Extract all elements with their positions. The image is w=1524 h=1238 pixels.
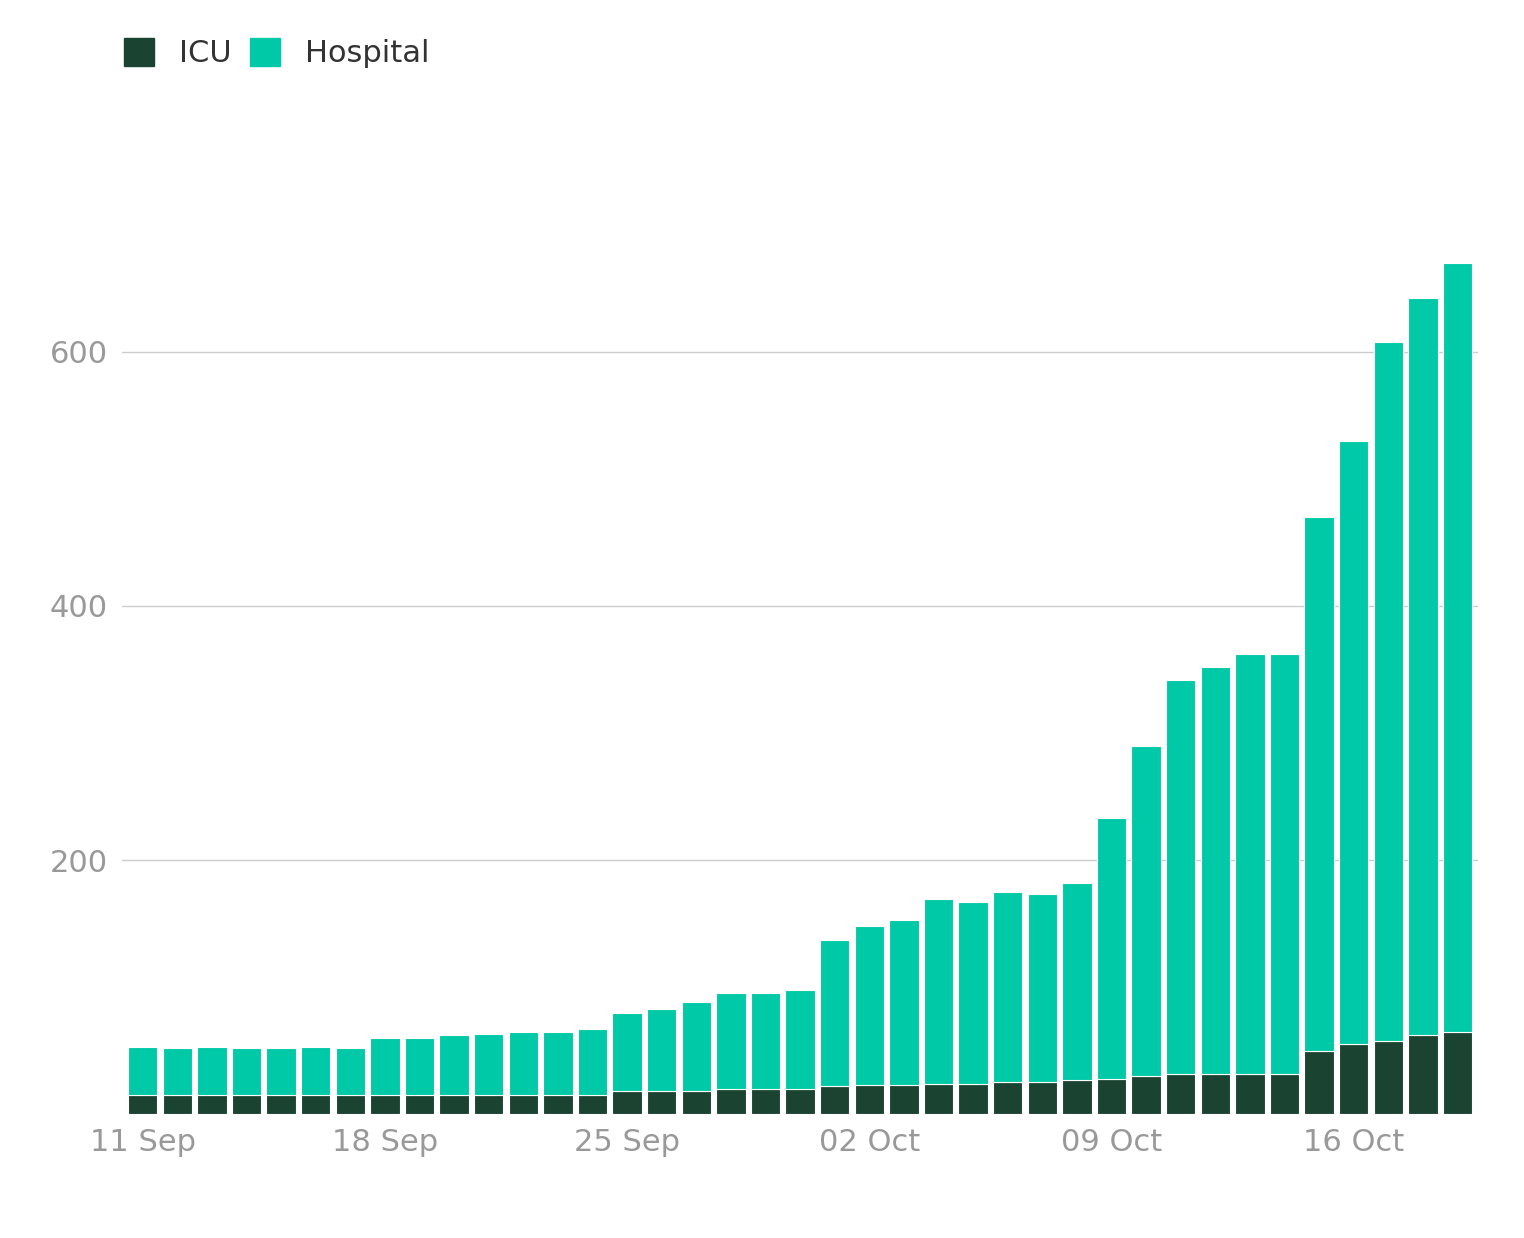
Bar [681,1092,712,1114]
Bar [716,1088,745,1114]
Bar [959,903,988,1083]
Bar [300,1096,331,1114]
Bar [267,1049,296,1096]
Bar [1269,1073,1300,1114]
Bar [1236,1073,1265,1114]
Bar [613,1013,642,1092]
Bar [439,1035,469,1096]
Bar [751,993,780,1088]
Bar [1201,1073,1230,1114]
Bar [300,1047,331,1096]
Bar [474,1034,503,1096]
Bar [1097,818,1126,1078]
Bar [924,900,952,1083]
Bar [1062,1080,1091,1114]
Bar [648,1009,677,1092]
Bar [370,1037,399,1096]
Bar [370,1096,399,1114]
Bar [959,1083,988,1114]
Bar [197,1096,227,1114]
Bar [509,1096,538,1114]
Bar [543,1096,573,1114]
Bar [1166,680,1195,1073]
Bar [128,1096,157,1114]
Bar [1027,1082,1058,1114]
Bar [232,1049,261,1096]
Bar [163,1049,192,1096]
Bar [994,1082,1023,1114]
Bar [1269,654,1300,1073]
Bar [1340,1045,1369,1114]
Bar [197,1047,227,1096]
Bar [681,1003,712,1092]
Bar [855,926,884,1084]
Bar [888,1084,919,1114]
Bar [267,1096,296,1114]
Bar [128,1047,157,1096]
Bar [335,1049,364,1096]
Legend: ICU, Hospital: ICU, Hospital [123,38,430,68]
Bar [613,1092,642,1114]
Bar [1166,1073,1195,1114]
Bar [1027,894,1058,1082]
Bar [543,1031,573,1096]
Bar [1408,298,1437,1035]
Bar [855,1084,884,1114]
Bar [994,891,1023,1082]
Bar [1201,667,1230,1073]
Bar [474,1096,503,1114]
Bar [163,1096,192,1114]
Bar [1373,342,1404,1040]
Bar [578,1029,607,1096]
Bar [1373,1040,1404,1114]
Bar [648,1092,677,1114]
Bar [1062,883,1091,1080]
Bar [716,993,745,1088]
Bar [820,940,849,1086]
Bar [405,1037,434,1096]
Bar [1236,654,1265,1073]
Bar [1443,262,1472,1031]
Bar [1340,441,1369,1045]
Bar [785,1088,815,1114]
Bar [335,1096,364,1114]
Bar [751,1088,780,1114]
Bar [1131,745,1161,1076]
Bar [785,989,815,1088]
Bar [439,1096,469,1114]
Bar [232,1096,261,1114]
Bar [1131,1076,1161,1114]
Bar [1408,1035,1437,1114]
Bar [820,1086,849,1114]
Bar [1443,1031,1472,1114]
Bar [1305,1051,1334,1114]
Bar [509,1031,538,1096]
Bar [578,1096,607,1114]
Bar [1097,1078,1126,1114]
Bar [924,1083,952,1114]
Bar [888,920,919,1084]
Bar [405,1096,434,1114]
Bar [1305,517,1334,1051]
